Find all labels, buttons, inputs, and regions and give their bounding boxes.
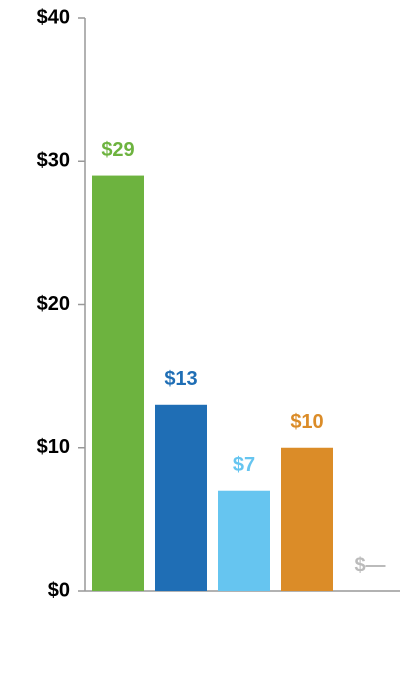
bar <box>281 447 333 591</box>
bar <box>155 404 207 591</box>
y-tick-label: $20 <box>37 293 70 315</box>
y-tick-label: $30 <box>37 150 70 172</box>
value-label: $— <box>354 554 385 576</box>
value-label: $29 <box>101 139 134 161</box>
value-label: $13 <box>164 368 197 390</box>
y-tick-label: $40 <box>37 6 70 28</box>
value-label: $7 <box>233 454 255 476</box>
y-tick-label: $10 <box>37 436 70 458</box>
bar <box>218 490 270 591</box>
value-label: $10 <box>290 411 323 433</box>
bar <box>92 175 144 591</box>
y-tick-label: $0 <box>48 579 70 601</box>
